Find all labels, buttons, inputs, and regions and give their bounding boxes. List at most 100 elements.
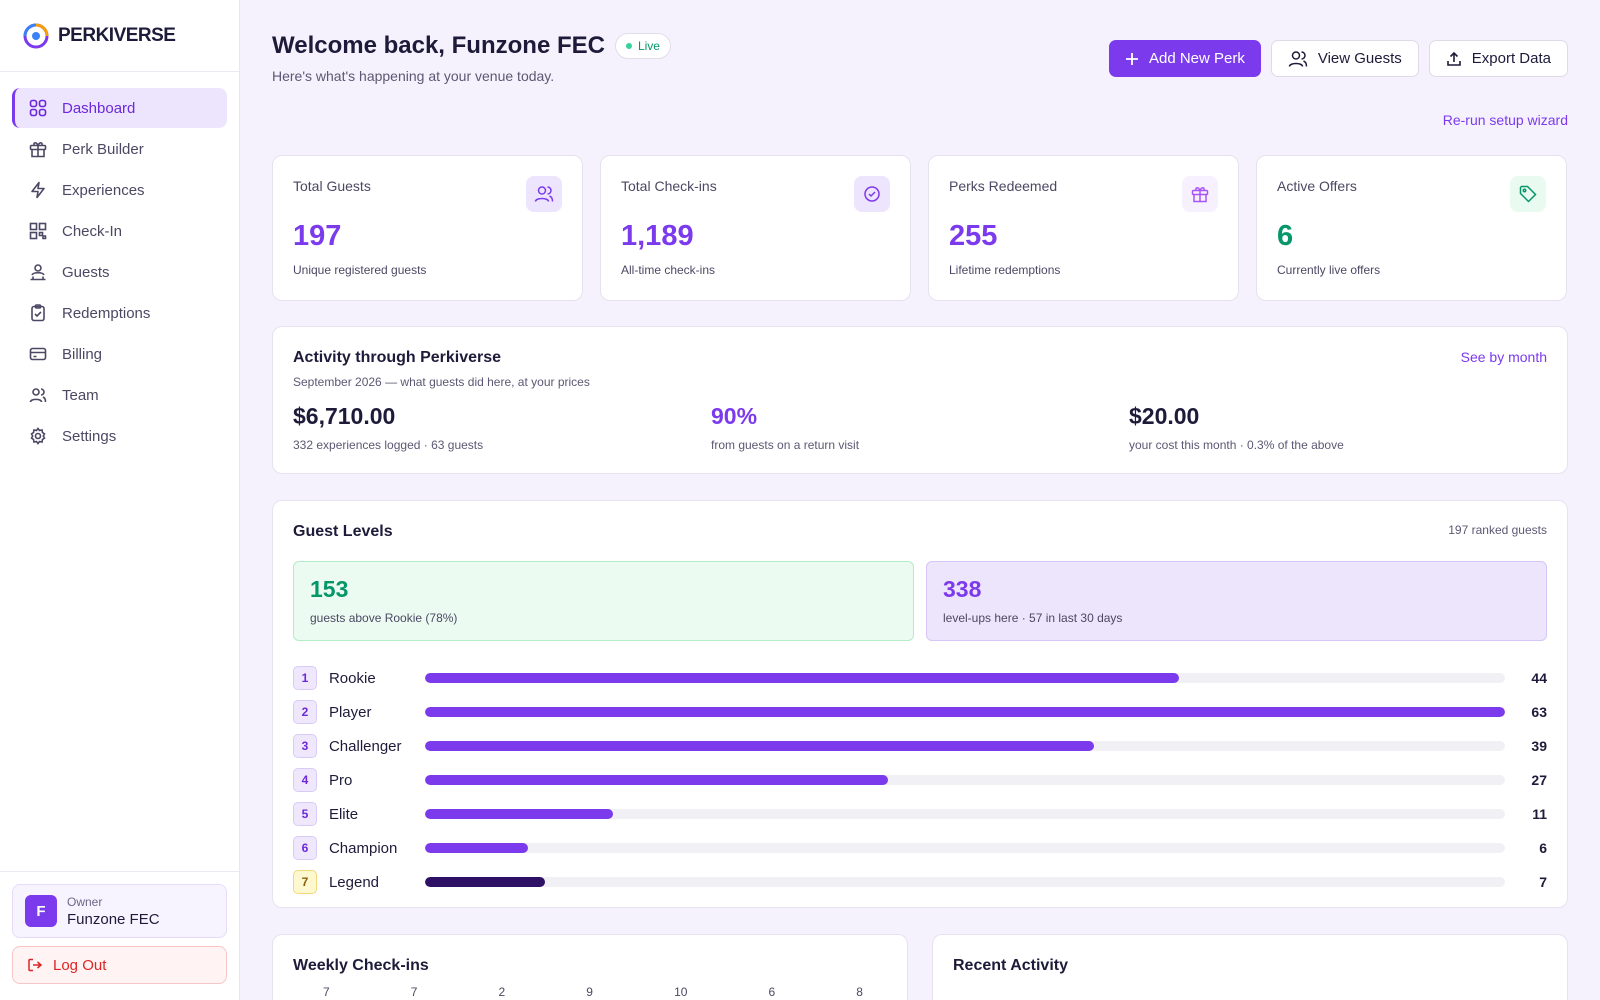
sidebar-item-check-in[interactable]: Check-In [12,211,227,251]
level-number: 4 [293,768,317,792]
level-name: Pro [328,771,353,789]
weekly-values: 7 7 2 9 10 6 8 [293,985,873,999]
upload-icon [1446,51,1462,67]
level-ups-value: 338 [943,576,982,602]
level-row: 5 Elite 11 [293,797,1547,831]
view-guests-button[interactable]: View Guests [1270,40,1419,77]
export-data-label: Export Data [1471,50,1551,67]
level-bar-track [424,775,1506,785]
level-ups-sub: level-ups here · 57 in last 30 days [943,611,1123,625]
level-bar [424,741,1094,751]
level-bar-track [424,877,1506,887]
stat-label: Total Check-ins [621,178,717,194]
add-perk-button[interactable]: Add New Perk [1108,40,1261,77]
stat-card-perks-redeemed: Perks Redeemed 255 Lifetime redemptions [928,155,1239,301]
qr-icon [28,221,48,241]
recent-activity-card: Recent Activity [932,934,1568,1000]
view-guests-label: View Guests [1317,50,1402,67]
level-count: 6 [1539,840,1547,856]
activity-title: Activity through Perkiverse [293,349,502,366]
level-row: 1 Rookie 44 [293,661,1547,695]
card-icon [28,344,48,364]
sidebar-item-experiences[interactable]: Experiences [12,170,227,210]
metric-return-visit: 90% from guests on a return visit [711,403,1129,452]
stat-card-active-offers: Active Offers 6 Currently live offers [1256,155,1567,301]
sidebar: PERKIVERSE Dashboard Perk Builder Experi… [0,0,240,1000]
metric-cost: $20.00 your cost this month · 0.3% of th… [1129,403,1547,452]
sidebar-item-billing[interactable]: Billing [12,334,227,374]
guest-levels-title: Guest Levels [293,523,393,540]
stat-sub: All-time check-ins [621,263,716,277]
sidebar-item-label: Guests [62,263,110,281]
level-count: 39 [1531,738,1547,754]
sidebar-nav: Dashboard Perk Builder Experiences Check… [0,72,239,473]
main-content: Welcome back, Funzone FEC Live Here's wh… [272,0,1568,1000]
stat-value: 1,189 [621,220,694,252]
sidebar-item-settings[interactable]: Settings [12,416,227,456]
live-dot-icon [625,43,632,49]
status-badge: Live [614,33,671,59]
level-bar-track [424,741,1506,751]
level-number: 6 [293,836,317,860]
sidebar-item-label: Billing [62,345,103,363]
stat-label: Active Offers [1277,178,1357,194]
level-number: 2 [293,700,317,724]
metric-value: $20.00 [1129,403,1200,429]
weekly-value: 10 [674,985,688,999]
level-name: Legend [328,873,380,891]
sidebar-item-dashboard[interactable]: Dashboard [12,88,227,128]
stat-value: 197 [293,220,342,252]
sidebar-item-guests[interactable]: Guests [12,252,227,292]
rerun-setup-link[interactable]: Re-run setup wizard [1442,112,1568,128]
stat-card-total-check-ins: Total Check-ins 1,189 All-time check-ins [600,155,911,301]
sidebar-item-label: Experiences [62,181,145,199]
sidebar-item-team[interactable]: Team [12,375,227,415]
metric-sub: your cost this month · 0.3% of the above [1129,438,1344,452]
gift-icon [1182,176,1218,212]
weekly-value: 9 [586,985,593,999]
avatar: F [25,895,57,927]
tag-icon [1510,176,1546,212]
grid-icon [28,98,48,118]
stat-card-total-guests: Total Guests 197 Unique registered guest… [272,155,583,301]
level-number: 7 [293,870,317,894]
gift-icon [28,139,48,159]
stat-value: 255 [949,220,998,252]
metric-sub: from guests on a return visit [711,438,860,452]
metric-value: $6,710.00 [293,403,396,429]
owner-card[interactable]: F Owner Funzone FEC [12,884,227,938]
level-number: 1 [293,666,317,690]
sidebar-item-label: Team [62,386,99,404]
clipboard-check-icon [28,303,48,323]
sidebar-item-redemptions[interactable]: Redemptions [12,293,227,333]
owner-role: Owner [67,894,103,909]
brand-name: PERKIVERSE [58,24,176,46]
level-list: 1 Rookie 44 2 Player 63 3 Challenger 39 … [293,661,1547,899]
metric-sub: 332 experiences logged · 63 guests [293,438,484,452]
level-name: Champion [328,839,398,857]
stat-cards: Total Guests 197 Unique registered guest… [272,155,1568,301]
level-count: 7 [1539,874,1547,890]
level-count: 11 [1532,806,1547,822]
weekly-value: 6 [768,985,776,999]
level-number: 3 [293,734,317,758]
level-count: 44 [1531,670,1547,686]
stat-sub: Unique registered guests [293,263,427,277]
sidebar-item-label: Settings [62,427,117,445]
export-data-button[interactable]: Export Data [1428,40,1568,77]
stat-label: Total Guests [293,178,371,194]
logout-button[interactable]: Log Out [12,946,227,984]
see-by-month-link[interactable]: See by month [1460,349,1547,365]
page-subtitle: Here's what's happening at your venue to… [272,68,555,84]
sidebar-item-perk-builder[interactable]: Perk Builder [12,129,227,169]
sidebar-footer: F Owner Funzone FEC Log Out [0,871,239,1000]
users-icon [1288,50,1308,68]
users-icon [526,176,562,212]
check-circle-icon [854,176,890,212]
owner-name: Funzone FEC [67,910,160,928]
welcome-row: Welcome back, Funzone FEC Live [272,32,671,60]
weekly-checkins-card: Weekly Check-ins 7 7 2 9 10 6 8 [272,934,908,1000]
level-bar [424,707,1506,717]
level-summary: 153 guests above Rookie (78%) 338 level-… [293,561,1547,641]
brand-logo[interactable]: PERKIVERSE [0,0,239,72]
